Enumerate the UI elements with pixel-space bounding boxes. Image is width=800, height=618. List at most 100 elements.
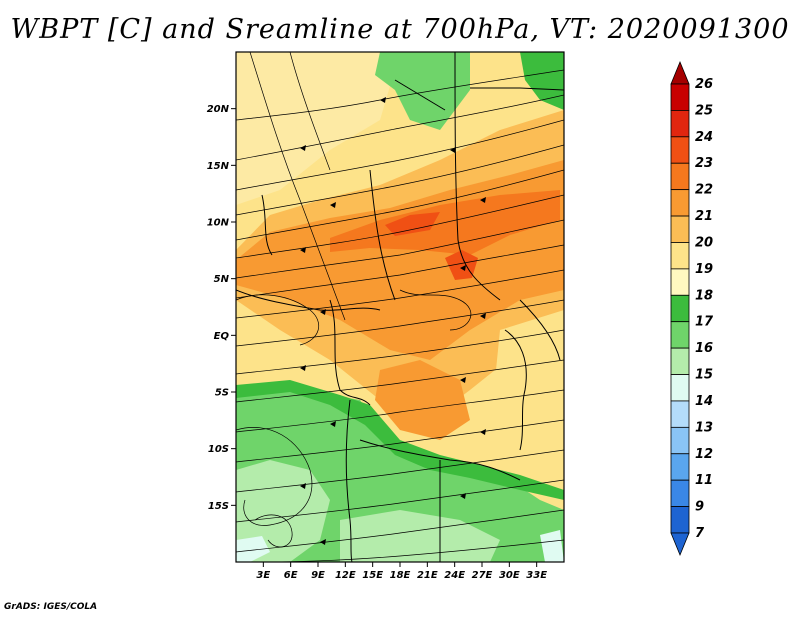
wbpt-field-19-north: [236, 52, 400, 205]
streamline: [236, 427, 313, 526]
lon-tick-label: 3E: [256, 570, 270, 581]
lon-tick-label: 30E: [499, 570, 520, 581]
border-line: [359, 439, 521, 481]
lon-tick-label: 15E: [362, 570, 383, 581]
streamline-arrow: [330, 202, 336, 208]
colorbar-top-arrow: [670, 60, 690, 85]
border-line: [504, 329, 527, 451]
longitude-axis: 3E 6E 9E 12E 15E 18E 21E 24E 27E 30E 33E: [256, 562, 547, 581]
lon-tick-label: 18E: [390, 570, 411, 581]
border-line: [261, 194, 273, 256]
colorbar-label: 22: [695, 183, 713, 198]
colorbar-segment: [670, 242, 690, 270]
streamline-arrow: [300, 483, 306, 489]
streamline: [236, 294, 320, 346]
latitude-axis: 20N 15N 10N 5N EQ 5S 10S 15S: [207, 104, 236, 512]
streamline: [289, 52, 331, 171]
colorbar-label: 20: [695, 235, 713, 250]
wbpt-field-14-sw: [236, 536, 270, 562]
lon-tick-label: 9E: [311, 570, 325, 581]
streamline-arrow: [480, 429, 486, 435]
colorbar-segment: [670, 400, 690, 428]
lat-tick-label: EQ: [214, 331, 230, 342]
border-line: [454, 52, 501, 301]
colorbar-segment: [670, 215, 690, 243]
streamline-arrow: [460, 265, 466, 271]
wbpt-field-17-north: [375, 52, 470, 130]
colorbar-segment: [670, 453, 690, 481]
border-line: [369, 169, 396, 301]
streamline: [236, 94, 564, 161]
streamline: [236, 244, 564, 299]
lon-tick-label: 6E: [284, 570, 298, 581]
lat-tick-label: 10N: [207, 218, 230, 229]
lon-tick-label: 12E: [335, 570, 356, 581]
streamline-arrow: [300, 145, 306, 151]
streamline-arrow: [480, 313, 486, 319]
border-line: [470, 87, 564, 91]
streamline-arrow: [460, 493, 466, 499]
colorbar-segment: [670, 162, 690, 191]
lat-tick-label: 15S: [208, 501, 229, 512]
colorbar-label: 15: [695, 368, 713, 383]
streamline: [399, 289, 472, 331]
colorbar-segment: [670, 268, 690, 296]
streamline: [236, 299, 564, 347]
colorbar-segment: [670, 110, 690, 138]
border-line: [329, 299, 371, 406]
streamline: [236, 144, 564, 216]
streamline-arrow: [300, 247, 306, 253]
lat-tick-label: 15N: [207, 161, 230, 172]
streamline: [236, 509, 564, 553]
colorbar-segment: [670, 136, 690, 164]
colorbar-segment: [670, 374, 690, 402]
streamline-arrow: [460, 377, 466, 383]
streamline: [236, 359, 564, 403]
wbpt-field-18-ne: [520, 52, 564, 110]
colorbar-label: 16: [695, 341, 713, 356]
streamline-arrow: [320, 539, 326, 545]
map-title: WBPT [C] and Sreamline at 700hPa, VT: 20…: [10, 14, 790, 45]
lon-tick-label: 27E: [472, 570, 493, 581]
colorbar-label: 12: [695, 447, 713, 462]
colorbar: 26 25 24 23 22 21 20 19 18 17 16 15 14 13 12 11 9 7: [670, 60, 714, 557]
streamline: [236, 194, 564, 259]
streamline: [249, 52, 346, 321]
streamline-arrow: [300, 365, 306, 371]
streamline: [236, 119, 564, 191]
grads-credit: GrADS: IGES/COLA: [4, 602, 98, 612]
lat-tick-label: 10S: [208, 444, 229, 455]
colorbar-segment: [670, 347, 690, 375]
colorbar-segment: [670, 189, 690, 217]
colorbar-label: 18: [695, 288, 713, 303]
wbpt-field-23b: [385, 212, 440, 236]
streamline: [259, 539, 564, 562]
colorbar-label: 25: [695, 103, 713, 118]
lat-tick-label: 5S: [215, 388, 229, 399]
streamline: [236, 479, 564, 523]
lat-tick-label: 20N: [207, 104, 230, 115]
colorbar-label: 21: [695, 209, 713, 224]
streamline: [236, 389, 564, 433]
border-line: [394, 79, 446, 111]
colorbar-bottom-arrow: [670, 532, 690, 557]
colorbar-label: 13: [695, 420, 713, 435]
wbpt-field-23: [445, 250, 478, 280]
colorbar-label: 26: [695, 77, 713, 92]
wbpt-field-21-south: [375, 360, 470, 440]
streamline: [236, 329, 564, 375]
border-line: [236, 289, 381, 311]
colorbar-label: 7: [695, 526, 705, 541]
colorbar-label: 19: [695, 262, 713, 277]
colorbar-label: 23: [695, 156, 713, 171]
colorbar-label: 24: [695, 130, 713, 145]
streamline: [236, 219, 564, 279]
streamline: [236, 169, 564, 241]
colorbar-label: 17: [695, 315, 714, 330]
streamline: [236, 449, 564, 493]
colorbar-label: 9: [695, 500, 704, 515]
colorbar-segment: [670, 426, 690, 455]
map-panel: [236, 52, 564, 562]
wbpt-field-16-s: [340, 510, 500, 562]
